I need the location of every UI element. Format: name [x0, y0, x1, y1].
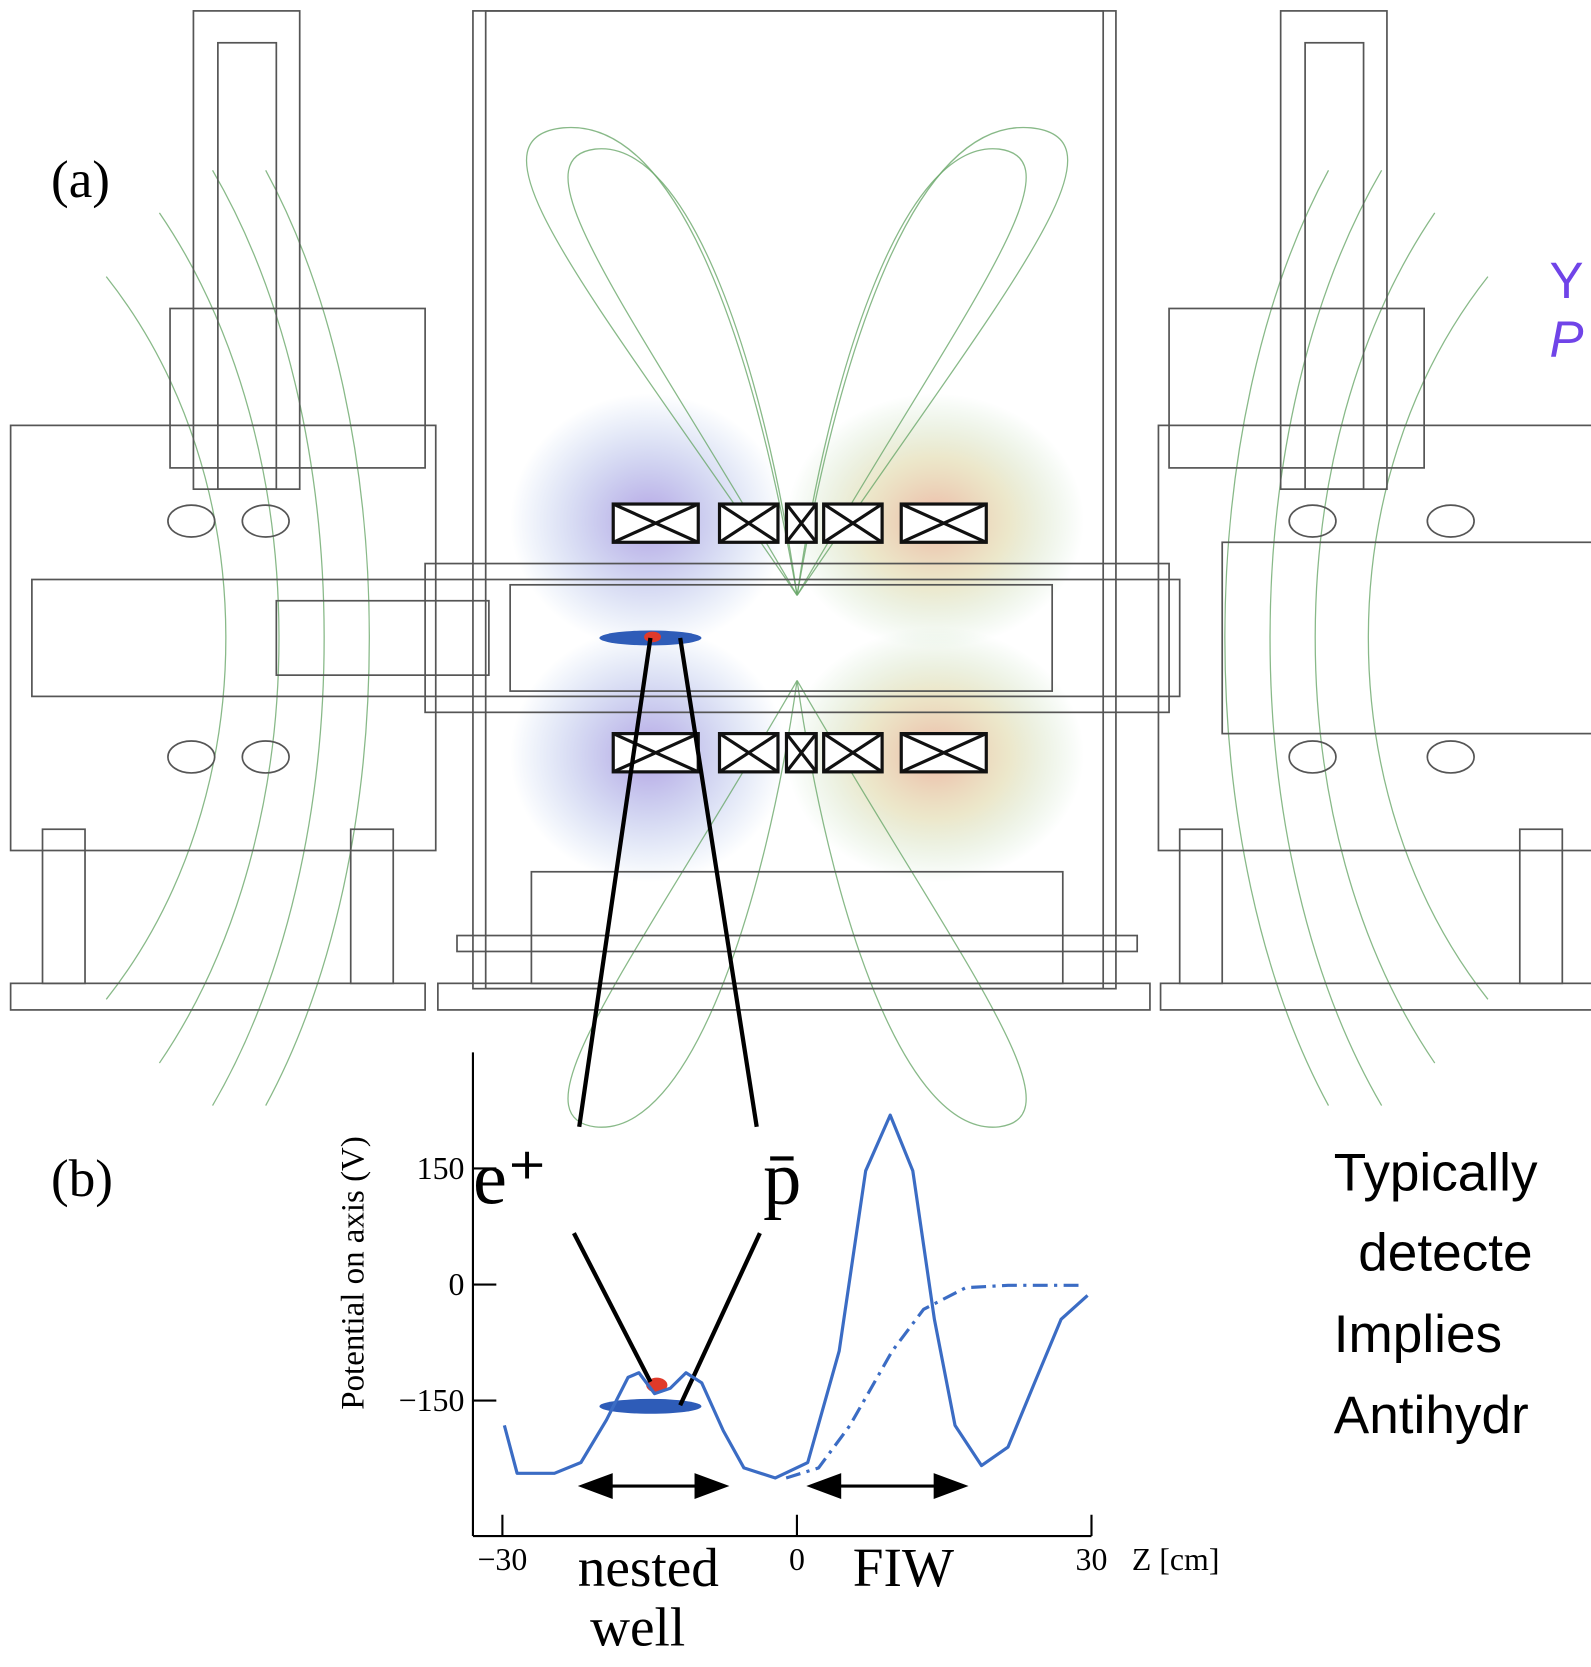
annotation: e⁺: [473, 1135, 547, 1220]
range-arrows: [577, 1473, 969, 1499]
slide-text: detecte: [1358, 1223, 1532, 1282]
annotation: nested: [578, 1537, 719, 1598]
x-tick-label: −30: [477, 1542, 527, 1577]
x-tick-label: 30: [1076, 1542, 1108, 1577]
panel-label: (a): [51, 151, 110, 209]
annotation: p̄: [763, 1135, 801, 1220]
apparatus: [9, 10, 1591, 1011]
field-gradient: [510, 393, 1085, 883]
x-tick-label: 0: [789, 1542, 805, 1577]
coils: [611, 502, 988, 774]
annotation: FIW: [853, 1537, 955, 1598]
slide-text: Implies: [1334, 1305, 1502, 1364]
y-tick-label: 0: [449, 1267, 465, 1302]
annotation: well: [590, 1596, 685, 1657]
y-tick-label: −150: [399, 1383, 465, 1418]
y-tick-label: 150: [417, 1151, 465, 1186]
slide-text: Antihydr: [1334, 1386, 1529, 1445]
y-axis-label: Potential on axis (V): [335, 1136, 371, 1410]
slide-heading: P: [1550, 310, 1584, 367]
plasma: [599, 630, 702, 1414]
potential-curve: [785, 1283, 1082, 1480]
slide-text: Typically: [1334, 1144, 1538, 1203]
potential-curve: [502, 1113, 1089, 1480]
potential-plot: 150 0 −150 −30 0 30 Z [cm] Potential on axis (V…: [335, 1052, 1219, 1657]
x-axis-label: Z [cm]: [1132, 1542, 1220, 1577]
panel-label: (b): [51, 1150, 113, 1208]
slide-heading: Y: [1550, 252, 1584, 309]
